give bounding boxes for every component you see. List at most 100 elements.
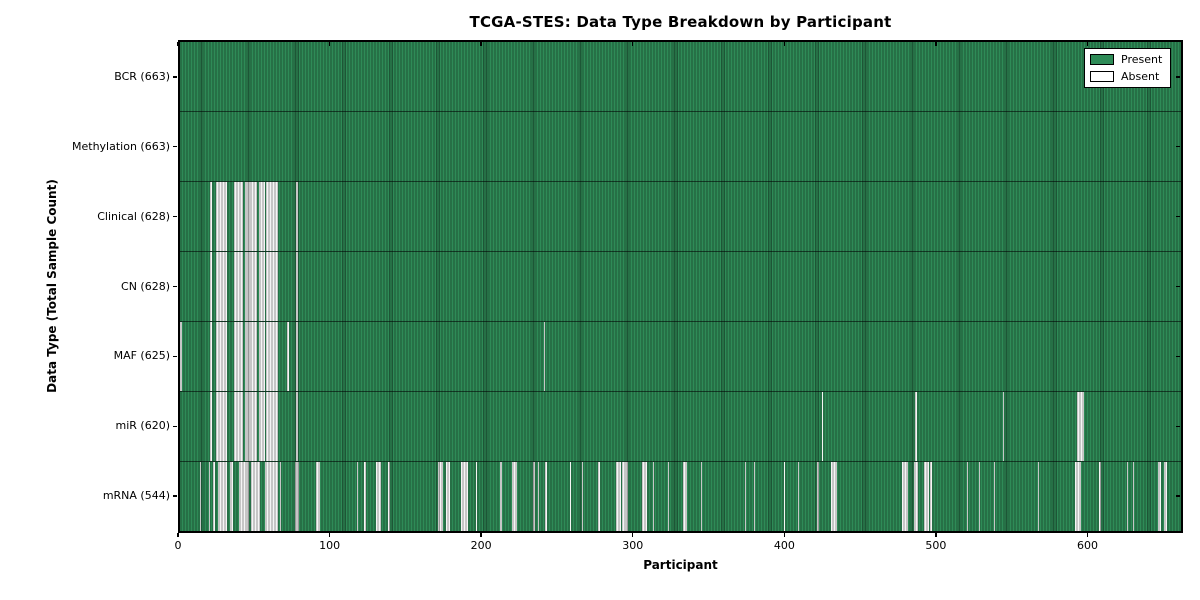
absent-stripe-mRNA [744, 462, 747, 531]
absent-stripe-miR [258, 392, 265, 461]
ytick-left [173, 285, 177, 288]
row-label-BCR: BCR (663) [114, 69, 170, 83]
absent-stripe-mRNA [213, 462, 215, 531]
absent-stripe-MAF [266, 322, 279, 391]
absent-stripe-MAF [296, 322, 298, 391]
absent-stripe-Clinical [216, 182, 227, 251]
absent-stripe-MAF [543, 322, 546, 391]
absent-stripe-mRNA [512, 462, 517, 531]
absent-stripe-MAF [216, 322, 227, 391]
absent-stripe-mRNA [966, 462, 969, 531]
xtick-label-500: 500 [925, 539, 947, 552]
row-label-miR: miR (620) [115, 419, 171, 433]
ytick-left [173, 495, 177, 497]
absent-stripe-mRNA [1075, 462, 1082, 531]
row-label-Methylation: Methylation (663) [72, 139, 170, 153]
ytick-left [173, 146, 177, 148]
row-MAF [180, 322, 1181, 392]
xtick-label-100: 100 [319, 539, 341, 552]
absent-stripe-mRNA [667, 462, 670, 531]
absent-stripe-mRNA [581, 462, 584, 531]
absent-stripe-mRNA [913, 462, 919, 531]
present-swatch-icon [1090, 54, 1114, 65]
absent-stripe-mRNA [1037, 462, 1040, 531]
absent-stripe-MAF [210, 322, 212, 391]
absent-swatch-icon [1090, 71, 1114, 82]
ytick-right [1176, 285, 1180, 288]
x-axis-label: Participant [643, 558, 718, 572]
absent-stripe-mRNA [356, 462, 359, 531]
xtick-bottom [177, 533, 179, 537]
absent-stripe-mRNA [753, 462, 756, 531]
absent-stripe-mRNA [238, 462, 250, 531]
xtick-top [783, 42, 786, 46]
absent-stripe-Clinical [210, 182, 212, 251]
absent-stripe-CN [258, 252, 265, 321]
absent-stripe-mRNA [229, 462, 233, 531]
xtick-top [935, 42, 937, 46]
absent-stripe-mRNA [830, 462, 837, 531]
absent-stripe-mRNA [817, 462, 819, 531]
absent-stripe-miR [296, 392, 298, 461]
absent-stripe-mRNA [993, 462, 996, 531]
xtick-bottom [783, 533, 786, 537]
row-Methylation [180, 112, 1181, 182]
absent-stripe-mRNA [217, 462, 227, 531]
xtick-top [328, 42, 331, 46]
absent-stripe-Clinical [244, 182, 257, 251]
xtick-label-200: 200 [470, 539, 492, 552]
row-BCR [180, 42, 1181, 112]
absent-stripe-mRNA [537, 462, 540, 531]
ytick-right [1176, 425, 1180, 427]
xtick-bottom [632, 533, 634, 537]
ytick-right [1176, 355, 1180, 358]
absent-stripe-miR [915, 392, 917, 461]
absent-stripe-mRNA [376, 462, 381, 531]
absent-stripe-CN [296, 252, 298, 321]
legend-entry-absent: Absent [1090, 70, 1162, 83]
absent-stripe-mRNA [315, 462, 321, 531]
xtick-label-600: 600 [1077, 539, 1098, 552]
xtick-label-400: 400 [773, 539, 795, 552]
row-CN [180, 252, 1181, 322]
xtick-bottom [1086, 533, 1089, 537]
row-mRNA [180, 462, 1181, 531]
absent-stripe-mRNA [438, 462, 443, 531]
row-label-mRNA: mRNA (544) [102, 489, 170, 503]
legend: Present Absent [1084, 48, 1172, 88]
plot-rows [180, 42, 1181, 531]
absent-stripe-miR [210, 392, 212, 461]
legend-label-present: Present [1121, 53, 1163, 66]
absent-stripe-miR [821, 392, 824, 461]
plot-area: Present Absent [178, 40, 1183, 533]
row-miR [180, 392, 1181, 462]
absent-stripe-mRNA [1099, 462, 1101, 531]
absent-stripe-mRNA [924, 462, 929, 531]
absent-stripe-mRNA [279, 462, 282, 531]
row-Clinical [180, 182, 1181, 252]
absent-stripe-mRNA [500, 462, 502, 531]
absent-stripe-Clinical [234, 182, 244, 251]
ytick-right [1176, 76, 1180, 78]
absent-stripe-mRNA [545, 462, 547, 531]
legend-label-absent: Absent [1121, 70, 1160, 83]
row-label-MAF: MAF (625) [113, 349, 170, 363]
absent-stripe-CN [234, 252, 244, 321]
absent-stripe-mRNA [783, 462, 786, 531]
absent-stripe-mRNA [475, 462, 478, 531]
absent-stripe-miR [266, 392, 279, 461]
absent-stripe-Clinical [258, 182, 265, 251]
absent-stripe-mRNA [978, 462, 981, 531]
absent-stripe-miR [244, 392, 257, 461]
absent-stripe-mRNA [364, 462, 366, 531]
absent-stripe-MAF [287, 322, 289, 391]
absent-stripe-mRNA [569, 462, 572, 531]
absent-stripe-mRNA [388, 462, 390, 531]
absent-stripe-MAF [180, 322, 182, 391]
legend-entry-present: Present [1090, 53, 1162, 66]
absent-stripe-Clinical [266, 182, 279, 251]
absent-stripe-mRNA [294, 462, 300, 531]
absent-stripe-miR [216, 392, 227, 461]
absent-stripe-mRNA [208, 462, 211, 531]
